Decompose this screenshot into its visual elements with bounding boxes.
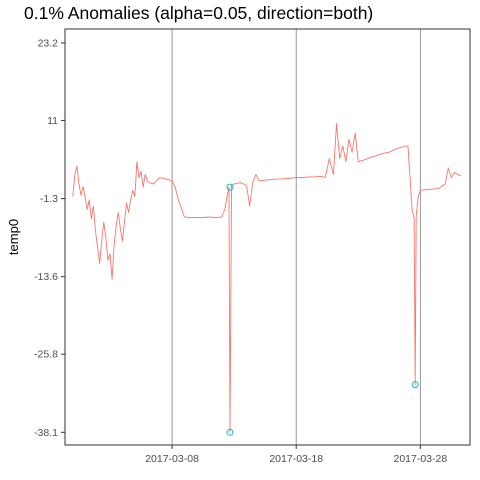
x-tick-label-2: 2017-03-18 <box>269 453 323 465</box>
chart-title: 0.1% Anomalies (alpha=0.05, direction=bo… <box>24 3 374 23</box>
x-tick-label-1: 2017-03-08 <box>145 453 199 465</box>
anomaly-point-1 <box>226 428 234 436</box>
y-tick-label-4: -13.6 <box>34 271 58 283</box>
y-axis: 23.2 11 -1.3 -13.6 -25.8 -38.1 <box>34 37 65 439</box>
y-tick-label-6: -38.1 <box>34 427 58 439</box>
x-axis: 2017-03-08 2017-03-18 2017-03-28 <box>145 445 447 465</box>
plot-marks <box>72 29 461 445</box>
y-tick-label-3: -1.3 <box>40 193 58 205</box>
plot-panel-border <box>64 28 471 446</box>
anomaly-point-3 <box>411 381 419 389</box>
x-tick-label-3: 2017-03-28 <box>393 453 447 465</box>
anomaly-point-2 <box>226 183 234 191</box>
y-axis-title: temp0 <box>6 219 21 255</box>
series-line-1 <box>72 123 461 433</box>
y-tick-label-2: 11 <box>47 115 58 127</box>
y-tick-label-5: -25.8 <box>34 349 58 361</box>
y-tick-label-1: 23.2 <box>38 37 59 49</box>
